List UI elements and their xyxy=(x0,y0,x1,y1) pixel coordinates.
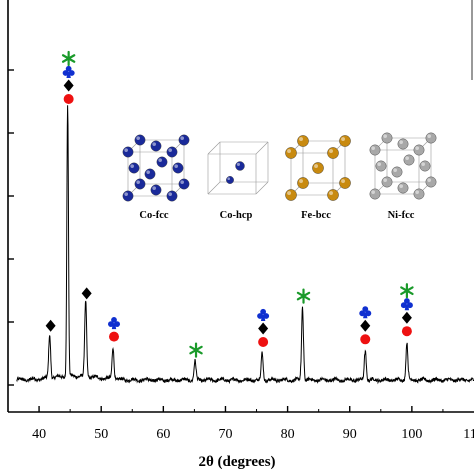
atom-sphere xyxy=(235,161,245,171)
crystal-ni-fcc xyxy=(369,132,437,200)
fe-bcc-marker-icon xyxy=(45,319,56,332)
co-fcc-marker-icon xyxy=(400,283,414,299)
ni-fcc-marker-icon xyxy=(63,94,74,104)
atom-sphere xyxy=(327,189,339,201)
atom-sphere xyxy=(413,144,425,156)
co-hcp-marker-icon xyxy=(359,306,372,319)
atom-sphere xyxy=(172,162,184,174)
atom-sphere xyxy=(381,176,393,188)
x-tick-label: 100 xyxy=(401,427,422,442)
atom-sphere xyxy=(166,190,178,202)
co-fcc-marker-icon xyxy=(189,342,203,358)
atom-sphere xyxy=(391,166,403,178)
atom-sphere xyxy=(285,189,297,201)
x-tick-label: 90 xyxy=(343,427,357,442)
atom-sphere xyxy=(397,182,409,194)
x-tick-label: 50 xyxy=(94,427,108,442)
crystal-structure-inset xyxy=(122,132,437,202)
atom-sphere xyxy=(413,188,425,200)
x-tick-label: 40 xyxy=(32,427,46,442)
fe-bcc-marker-icon xyxy=(401,311,412,324)
fe-bcc-marker-icon xyxy=(258,322,269,335)
atom-sphere xyxy=(178,178,190,190)
inset-label: Co-hcp xyxy=(220,210,253,221)
fe-bcc-marker-icon xyxy=(81,287,92,300)
atom-sphere xyxy=(134,178,146,190)
x-tick-label: 70 xyxy=(218,427,232,442)
co-hcp-marker-icon xyxy=(62,65,75,78)
co-fcc-marker-icon xyxy=(296,288,311,304)
crystal-co-hcp xyxy=(207,141,269,195)
x-tick-label: 11 xyxy=(463,427,474,442)
atom-sphere xyxy=(166,146,178,158)
ni-fcc-marker-icon xyxy=(109,331,120,342)
atom-sphere xyxy=(339,135,351,147)
atom-sphere xyxy=(419,160,431,172)
inset-label: Co-fcc xyxy=(139,210,168,221)
xrd-pattern-line xyxy=(16,105,474,385)
atom-sphere xyxy=(339,177,351,189)
ni-fcc-marker-icon xyxy=(401,326,412,337)
atom-sphere xyxy=(144,168,156,180)
atom-sphere xyxy=(150,184,162,196)
atom-sphere xyxy=(134,134,146,146)
atom-sphere xyxy=(381,132,393,144)
atom-sphere xyxy=(156,156,168,168)
inset-labels: Co-fcc Co-hcp Fe-bcc Ni-fcc xyxy=(139,210,414,221)
atom-sphere xyxy=(178,134,190,146)
x-tick-label: 80 xyxy=(281,427,295,442)
inset-label: Fe-bcc xyxy=(301,210,331,221)
x-tick-label: 60 xyxy=(156,427,170,442)
atom-sphere xyxy=(122,146,134,158)
ni-fcc-marker-icon xyxy=(360,334,371,345)
atom-sphere xyxy=(403,154,415,166)
crystal-co-fcc xyxy=(122,134,190,202)
phase-markers xyxy=(45,50,414,358)
co-hcp-marker-icon xyxy=(108,317,121,330)
atom-sphere xyxy=(226,176,234,184)
atom-sphere xyxy=(285,147,297,159)
atom-sphere xyxy=(312,162,324,174)
atom-sphere xyxy=(122,190,134,202)
atom-sphere xyxy=(128,162,140,174)
crystal-fe-bcc xyxy=(285,135,351,201)
co-fcc-marker-icon xyxy=(61,50,76,67)
atom-sphere xyxy=(397,138,409,150)
atom-sphere xyxy=(375,160,387,172)
atom-sphere xyxy=(327,147,339,159)
axes: 40 50 60 70 80 90 100 11 xyxy=(7,0,474,442)
atom-sphere xyxy=(150,140,162,152)
ni-fcc-marker-icon xyxy=(258,337,269,347)
atom-sphere xyxy=(297,135,309,147)
atom-sphere xyxy=(369,188,381,200)
atom-sphere xyxy=(297,177,309,189)
fe-bcc-marker-icon xyxy=(63,79,74,92)
atom-sphere xyxy=(425,132,437,144)
x-axis-title: 2θ (degrees) xyxy=(198,454,275,470)
atom-sphere xyxy=(369,144,381,156)
co-hcp-marker-icon xyxy=(400,298,413,311)
fe-bcc-marker-icon xyxy=(360,319,371,332)
atom-sphere xyxy=(425,176,437,188)
inset-label: Ni-fcc xyxy=(388,210,415,221)
co-hcp-marker-icon xyxy=(257,308,270,321)
